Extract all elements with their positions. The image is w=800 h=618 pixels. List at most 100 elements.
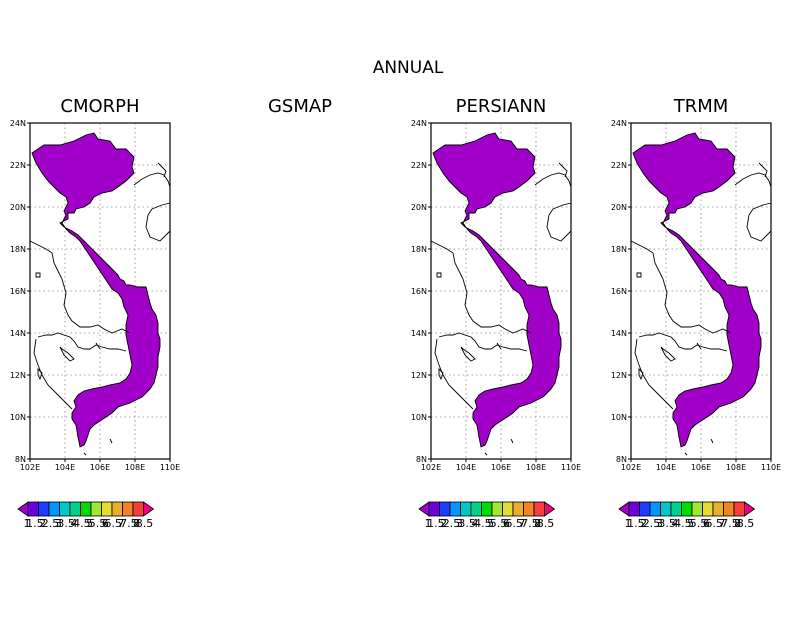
lon-tick-label: 110E — [561, 463, 581, 472]
lat-tick-label: 14N — [10, 329, 26, 338]
colorbar-box — [111, 501, 123, 517]
lat-tick-label: 12N — [10, 371, 26, 380]
lon-tick-label: 104E — [456, 463, 476, 472]
colorbar-label: 7.5 — [521, 517, 539, 530]
colorbar-box — [670, 501, 682, 517]
lat-tick-label: 10N — [611, 413, 627, 422]
lat-tick-label: 20N — [10, 203, 26, 212]
colorbar-min-arrow — [618, 501, 630, 517]
colorbar-box — [27, 501, 39, 517]
lat-tick-label: 8N — [416, 455, 427, 464]
panel-gsmap: GSMAP — [268, 96, 332, 117]
colorbar-max-arrow — [143, 501, 155, 517]
colorbar-label: 8.5 — [136, 517, 154, 530]
lon-tick-label: 110E — [160, 463, 180, 472]
lon-tick-label: 106E — [491, 463, 511, 472]
colorbar-label: 2.5 — [443, 517, 461, 530]
lon-tick-label: 106E — [90, 463, 110, 472]
colorbar-label: 7 — [719, 517, 726, 530]
colorbar-label: 4 — [71, 517, 78, 530]
lon-tick-label: 102E — [20, 463, 40, 472]
colorbar-label: 3.5 — [658, 517, 676, 530]
colorbar-box — [449, 501, 461, 517]
colorbar-persiann: 11.522.533.544.555.566.577.588.5 — [418, 501, 556, 530]
colorbar-label: 5.5 — [490, 517, 508, 530]
colorbar-box — [512, 501, 524, 517]
colorbar-box — [733, 501, 745, 517]
lat-tick-label: 12N — [411, 371, 427, 380]
colorbar-label: 8 — [734, 517, 741, 530]
colorbar-min-arrow — [418, 501, 430, 517]
lat-tick-label: 22N — [611, 161, 627, 170]
colorbar-label: 4.5 — [73, 517, 91, 530]
lat-tick-label: 16N — [411, 287, 427, 296]
colorbar-box — [502, 501, 514, 517]
colorbar-label: 7 — [519, 517, 526, 530]
colorbar-label: 8 — [534, 517, 541, 530]
colorbar-label: 8.5 — [737, 517, 755, 530]
colorbar-box — [481, 501, 493, 517]
colorbar-box — [80, 501, 92, 517]
panel-title-trmm: TRMM — [673, 96, 729, 117]
lat-tick-label: 24N — [10, 119, 26, 128]
colorbar-label: 6 — [503, 517, 510, 530]
colorbar-box — [702, 501, 714, 517]
lat-tick-label: 14N — [611, 329, 627, 338]
panel-title-persiann: PERSIANN — [456, 96, 547, 117]
colorbar-box — [69, 501, 81, 517]
colorbar-box — [649, 501, 661, 517]
colorbar-box — [691, 501, 703, 517]
lat-tick-label: 24N — [411, 119, 427, 128]
colorbar-label: 6.5 — [705, 517, 723, 530]
colorbar-box — [723, 501, 735, 517]
colorbar-label: 8 — [133, 517, 140, 530]
colorbar-box — [681, 501, 693, 517]
colorbar-label: 3.5 — [57, 517, 75, 530]
colorbar-box — [122, 501, 134, 517]
panel-title-gsmap: GSMAP — [268, 96, 332, 117]
colorbar-label: 4.5 — [474, 517, 492, 530]
colorbar-label: 2.5 — [643, 517, 661, 530]
colorbar-box — [38, 501, 50, 517]
colorbar-label: 6 — [703, 517, 710, 530]
colorbar-label: 8.5 — [537, 517, 555, 530]
lat-tick-label: 22N — [411, 161, 427, 170]
colorbar-box — [48, 501, 60, 517]
colorbar-label: 3 — [55, 517, 62, 530]
colorbar-label: 5.5 — [89, 517, 107, 530]
lon-tick-label: 102E — [621, 463, 641, 472]
lon-tick-label: 102E — [421, 463, 441, 472]
colorbar-label: 1.5 — [627, 517, 645, 530]
colorbar-box — [491, 501, 503, 517]
colorbar-max-arrow — [744, 501, 756, 517]
colorbar-label: 2 — [640, 517, 647, 530]
lat-tick-label: 22N — [10, 161, 26, 170]
colorbar-label: 1 — [425, 517, 432, 530]
colorbar-box — [101, 501, 113, 517]
lat-tick-label: 24N — [611, 119, 627, 128]
lon-tick-label: 106E — [691, 463, 711, 472]
colorbar-label: 1 — [24, 517, 31, 530]
colorbar-label: 5 — [687, 517, 694, 530]
lon-tick-label: 108E — [726, 463, 746, 472]
lat-tick-label: 18N — [411, 245, 427, 254]
colorbar-box — [712, 501, 724, 517]
colorbar-box — [639, 501, 651, 517]
lat-tick-label: 20N — [611, 203, 627, 212]
colorbar-box — [660, 501, 672, 517]
colorbar-box — [628, 501, 640, 517]
lat-tick-label: 16N — [10, 287, 26, 296]
colorbar-box — [428, 501, 440, 517]
colorbar-box — [90, 501, 102, 517]
colorbar-max-arrow — [544, 501, 556, 517]
colorbar-label: 2 — [440, 517, 447, 530]
lat-tick-label: 10N — [411, 413, 427, 422]
lat-tick-label: 10N — [10, 413, 26, 422]
colorbar-label: 2 — [39, 517, 46, 530]
colorbar-label: 6.5 — [505, 517, 523, 530]
figure-title: ANNUAL — [373, 58, 444, 78]
